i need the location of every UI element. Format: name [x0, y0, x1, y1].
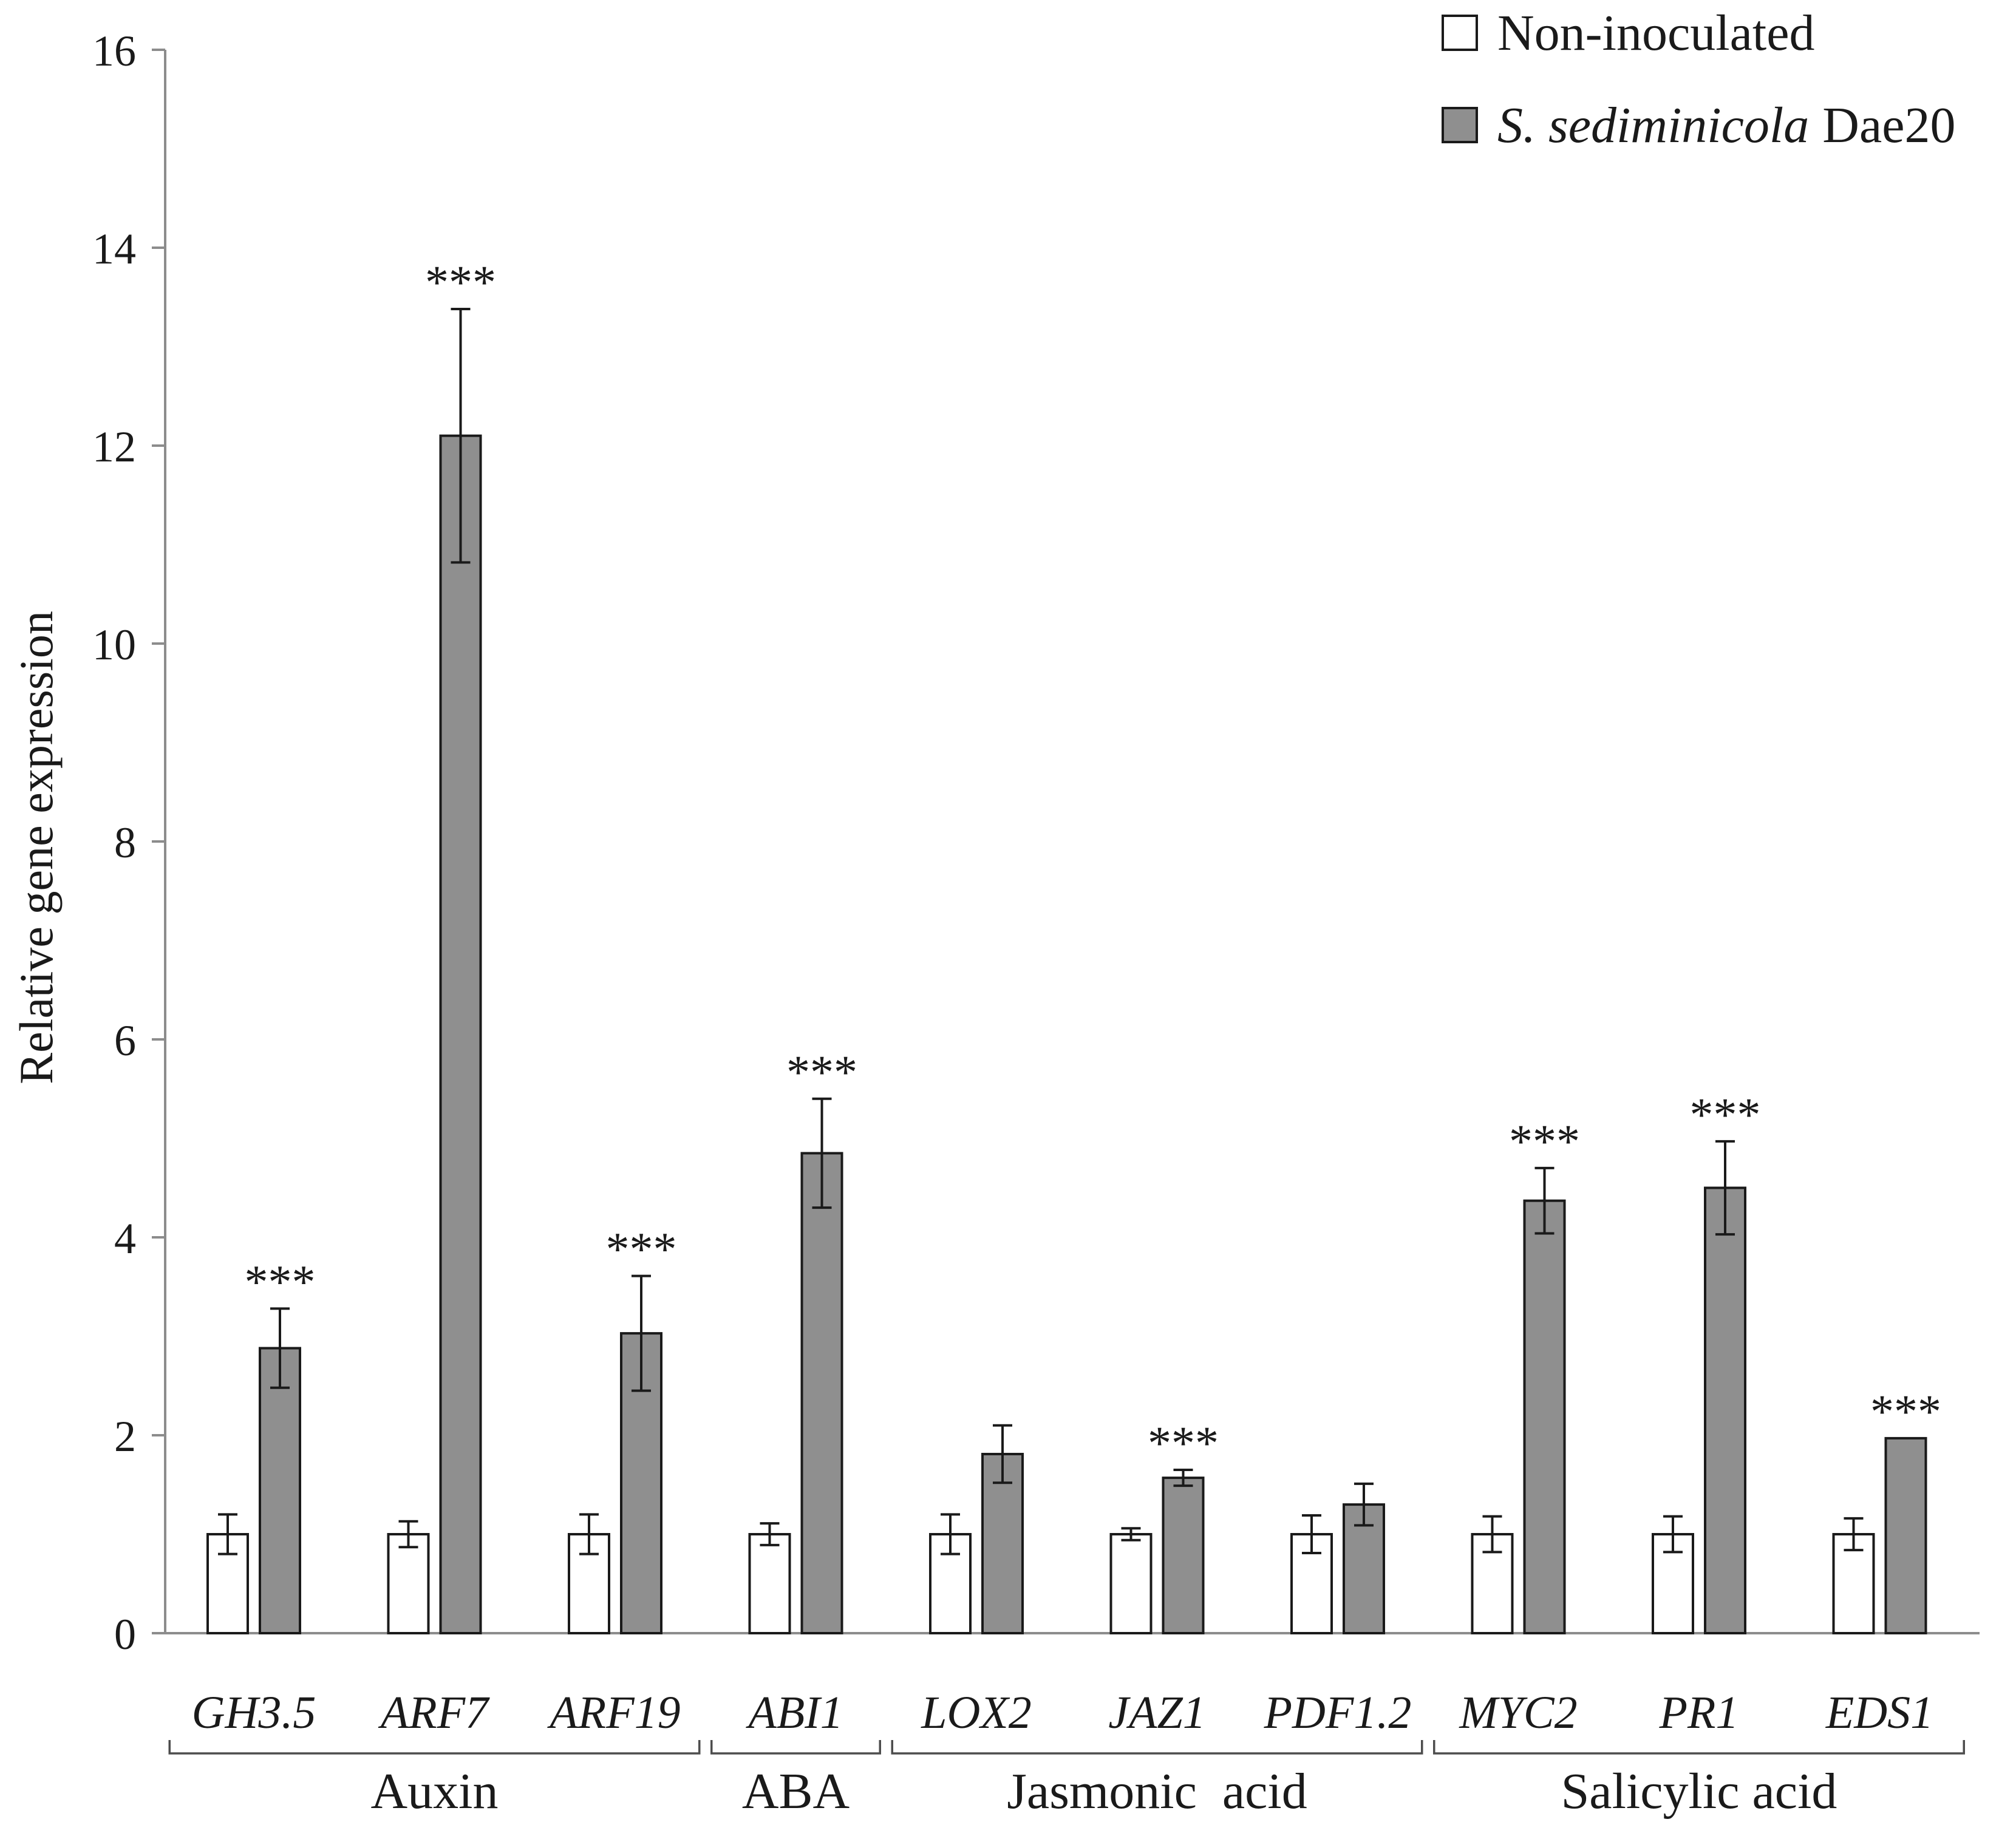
error-bar-arf19-s-sediminicola — [632, 1274, 651, 1392]
x-label-pr1: PR1 — [1659, 1687, 1739, 1738]
error-bar-abi1-s-sediminicola — [812, 1097, 832, 1209]
significance-markers: *** *** *** *** *** *** *** *** — [245, 256, 1942, 1469]
bar-pr1-s-sediminicola — [1704, 1186, 1746, 1634]
bar-gh3-5-s-sediminicola — [259, 1347, 301, 1635]
significance-eds1: *** — [1870, 1385, 1941, 1438]
error-bar-arf7-s-sediminicola — [451, 308, 471, 564]
group-brackets: Auxin ABA Jasmonic acid Salicylic acid — [168, 1740, 1965, 1820]
x-label-myc2: MYC2 — [1459, 1687, 1577, 1738]
y-tick-label-14: 14 — [92, 225, 136, 273]
x-label-arf19: ARF19 — [547, 1687, 680, 1738]
y-tick-label-0: 0 — [114, 1610, 136, 1659]
error-bar-pr1-s-sediminicola — [1715, 1140, 1735, 1236]
error-bar-eds1-non-inoculated — [1844, 1517, 1864, 1552]
y-tick-label-16: 16 — [92, 27, 136, 75]
bar-jaz1-non-inoculated — [1109, 1533, 1153, 1634]
bar-arf7-s-sediminicola — [439, 434, 482, 1635]
significance-pr1: *** — [1690, 1088, 1761, 1141]
significance-arf19: *** — [606, 1223, 677, 1276]
error-bar-pdf1-2-non-inoculated — [1302, 1514, 1321, 1554]
y-axis-label: Relative gene expression — [10, 611, 63, 1084]
group-label-salicylic-acid: Salicylic acid — [1561, 1763, 1837, 1820]
y-tick-label-8: 8 — [114, 818, 136, 867]
bracket-aba — [710, 1740, 881, 1755]
error-bar-pdf1-2-s-sediminicola — [1354, 1482, 1374, 1527]
x-label-lox2: LOX2 — [921, 1687, 1032, 1738]
error-bar-pr1-non-inoculated — [1663, 1515, 1683, 1554]
error-bar-jaz1-non-inoculated — [1121, 1527, 1141, 1542]
significance-arf7: *** — [425, 256, 496, 308]
y-tick-label-12: 12 — [92, 423, 136, 471]
bar-eds1-s-sediminicola — [1884, 1436, 1927, 1634]
error-bar-myc2-non-inoculated — [1482, 1515, 1502, 1554]
error-bar-arf19-non-inoculated — [579, 1513, 599, 1555]
bar-abi1-s-sediminicola — [800, 1152, 843, 1634]
x-label-pdf1-2: PDF1.2 — [1264, 1687, 1412, 1738]
group-label-aba: ABA — [742, 1763, 850, 1820]
significance-gh3-5: *** — [245, 1255, 316, 1308]
x-label-abi1: ABI1 — [745, 1687, 843, 1738]
significance-jaz1: *** — [1148, 1416, 1219, 1469]
group-label-auxin: Auxin — [371, 1763, 499, 1820]
y-tick-label-4: 4 — [114, 1214, 136, 1263]
y-tick-label-2: 2 — [114, 1412, 136, 1461]
error-bar-gh3-5-s-sediminicola — [270, 1307, 290, 1389]
legend-label-non-inoculated: Non-inoculated — [1497, 5, 1815, 61]
significance-abi1: *** — [786, 1045, 857, 1098]
x-label-arf7: ARF7 — [378, 1687, 490, 1738]
bracket-auxin — [168, 1740, 701, 1755]
error-bar-abi1-non-inoculated — [760, 1522, 780, 1546]
legend: Non-inoculated S. sediminicola Dae20 — [1442, 5, 1956, 154]
legend-swatch-non-inoculated — [1442, 15, 1478, 51]
bracket-jasmonic-acid — [891, 1740, 1423, 1755]
bars — [206, 434, 1927, 1635]
legend-label-s-sediminicola: S. sediminicola Dae20 — [1497, 97, 1956, 154]
bracket-salicylic-acid — [1433, 1740, 1965, 1755]
bar-myc2-s-sediminicola — [1523, 1199, 1566, 1634]
error-bar-jaz1-s-sediminicola — [1173, 1469, 1193, 1487]
bar-arf7-non-inoculated — [387, 1533, 430, 1634]
error-bar-myc2-s-sediminicola — [1534, 1166, 1555, 1235]
x-tick-labels: GH3.5 ARF7 ARF19 ABI1 LOX2 JAZ1 PDF1.2 MYC2 PR1 E… — [192, 1687, 1934, 1738]
bar-jaz1-s-sediminicola — [1162, 1477, 1205, 1635]
group-label-jasmonic-acid: Jasmonic acid — [1007, 1763, 1307, 1820]
error-bar-arf7-non-inoculated — [398, 1520, 418, 1549]
x-label-jaz1: JAZ1 — [1108, 1687, 1205, 1738]
y-tick-label-6: 6 — [114, 1016, 136, 1065]
legend-swatch-s-sediminicola — [1442, 107, 1478, 143]
legend-label-italic: S. sediminicola — [1497, 97, 1809, 154]
x-label-gh3-5: GH3.5 — [192, 1687, 316, 1738]
legend-label-rest: Dae20 — [1822, 97, 1955, 154]
significance-myc2: *** — [1509, 1115, 1580, 1168]
error-bar-lox2-non-inoculated — [941, 1513, 960, 1555]
error-bar-gh3-5-non-inoculated — [218, 1513, 237, 1555]
y-ticks: 0 2 4 6 8 10 12 14 16 — [92, 27, 165, 1659]
x-label-eds1: EDS1 — [1825, 1687, 1933, 1738]
error-bars — [218, 308, 1864, 1555]
bar-abi1-non-inoculated — [748, 1533, 791, 1634]
error-bar-lox2-s-sediminicola — [993, 1424, 1012, 1484]
y-tick-label-10: 10 — [92, 620, 136, 669]
